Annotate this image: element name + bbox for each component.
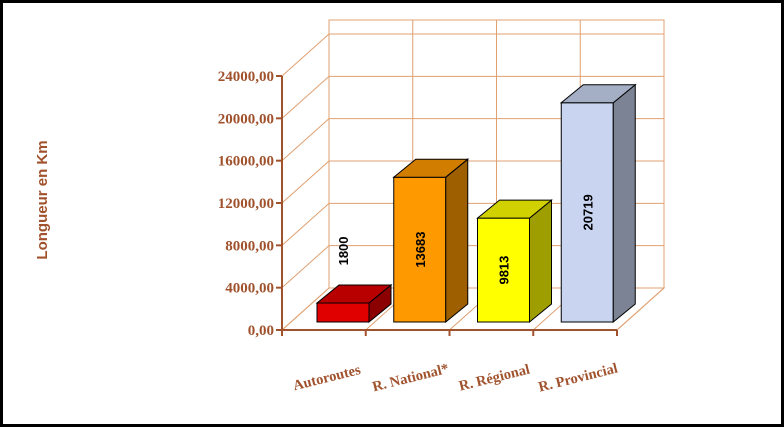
bar-chart: 0,00 4000,00 8000,00 12000,00 16000,00 20000,… xyxy=(34,19,666,396)
x-category-label: R. National* xyxy=(371,361,451,395)
x-category-label: R. Provincial xyxy=(537,361,620,396)
y-tick-label: 20000,00 xyxy=(218,111,274,127)
gridline-side xyxy=(281,75,330,119)
gridline-side xyxy=(281,160,330,204)
y-tick-label: 12000,00 xyxy=(218,196,274,212)
bar xyxy=(559,83,637,324)
data-label: 1800 xyxy=(336,236,351,265)
x-category-label: R. Régional xyxy=(457,362,531,395)
bar xyxy=(315,283,393,324)
bar xyxy=(392,158,470,324)
bars xyxy=(315,83,637,324)
gridline-side xyxy=(281,118,330,162)
data-label: 9813 xyxy=(497,256,512,285)
gridline-side xyxy=(281,33,330,77)
bar-top xyxy=(315,284,393,304)
gridline-side xyxy=(281,202,330,246)
y-axis-title: Longueur en Km xyxy=(34,140,51,259)
bar-front xyxy=(316,302,370,323)
gridline-floor xyxy=(616,287,665,331)
bar-top xyxy=(559,84,637,104)
data-label: 13683 xyxy=(413,232,428,268)
bar-side xyxy=(529,199,552,324)
bar xyxy=(476,199,553,324)
y-tick-label: 0,00 xyxy=(248,323,274,339)
y-tick-label: 24000,00 xyxy=(218,69,274,85)
y-tick-label: 8000,00 xyxy=(225,238,274,254)
gridline-side xyxy=(281,245,330,289)
bar-top xyxy=(392,158,470,178)
bar-side xyxy=(445,158,469,324)
y-tick-label: 4000,00 xyxy=(225,281,274,297)
data-label: 20719 xyxy=(580,194,595,230)
bar-side xyxy=(612,83,636,324)
bar-top xyxy=(476,199,553,219)
x-category-label: Autoroutes xyxy=(291,362,362,394)
gridline-side xyxy=(281,287,330,331)
y-tick-label: 16000,00 xyxy=(218,154,274,170)
axes: 0,00 4000,00 8000,00 12000,00 16000,00 20000,… xyxy=(218,69,618,339)
